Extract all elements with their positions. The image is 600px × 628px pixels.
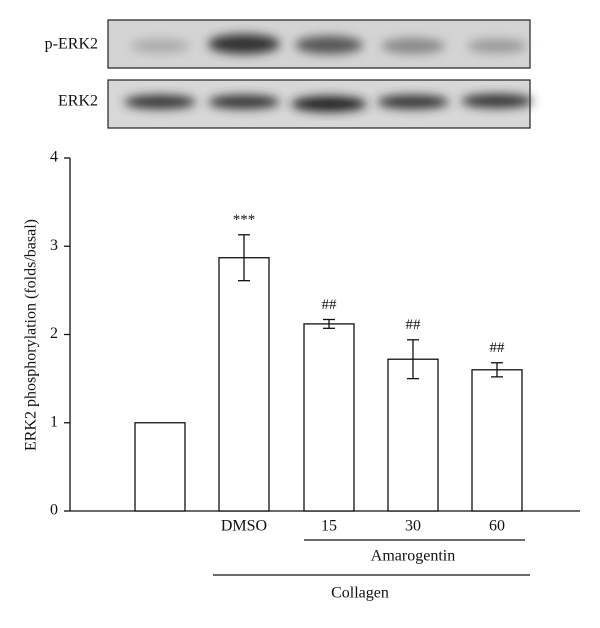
significance-label: ***	[233, 212, 256, 228]
y-tick-label: 0	[50, 502, 58, 519]
blot-bands	[130, 34, 527, 54]
x-tick-label: DMSO	[221, 518, 267, 535]
group-label: Amarogentin	[371, 548, 455, 565]
group-label: Collagen	[331, 585, 389, 602]
y-tick-label: 2	[50, 325, 58, 342]
x-tick-label: 15	[321, 518, 337, 535]
blot-label: ERK2	[58, 93, 98, 110]
bar	[303, 323, 355, 512]
y-axis-label: ERK2 phosphorylation (folds/basal)	[23, 219, 40, 451]
blot-label: p-ERK2	[45, 36, 98, 53]
bar	[471, 369, 523, 512]
blot-bands	[124, 94, 533, 112]
x-tick-label: 30	[405, 518, 421, 535]
significance-label: ##	[406, 317, 422, 333]
bar	[218, 257, 270, 512]
y-tick-label: 4	[50, 149, 58, 166]
significance-label: ##	[322, 297, 338, 313]
bar	[387, 358, 439, 512]
western-blot: p-ERK2 ERK2	[45, 19, 533, 129]
significance-label: ##	[490, 340, 506, 356]
y-tick-label: 1	[50, 413, 58, 430]
y-tick-label: 3	[50, 237, 58, 254]
bar	[134, 422, 186, 512]
x-tick-label: 60	[489, 518, 505, 535]
